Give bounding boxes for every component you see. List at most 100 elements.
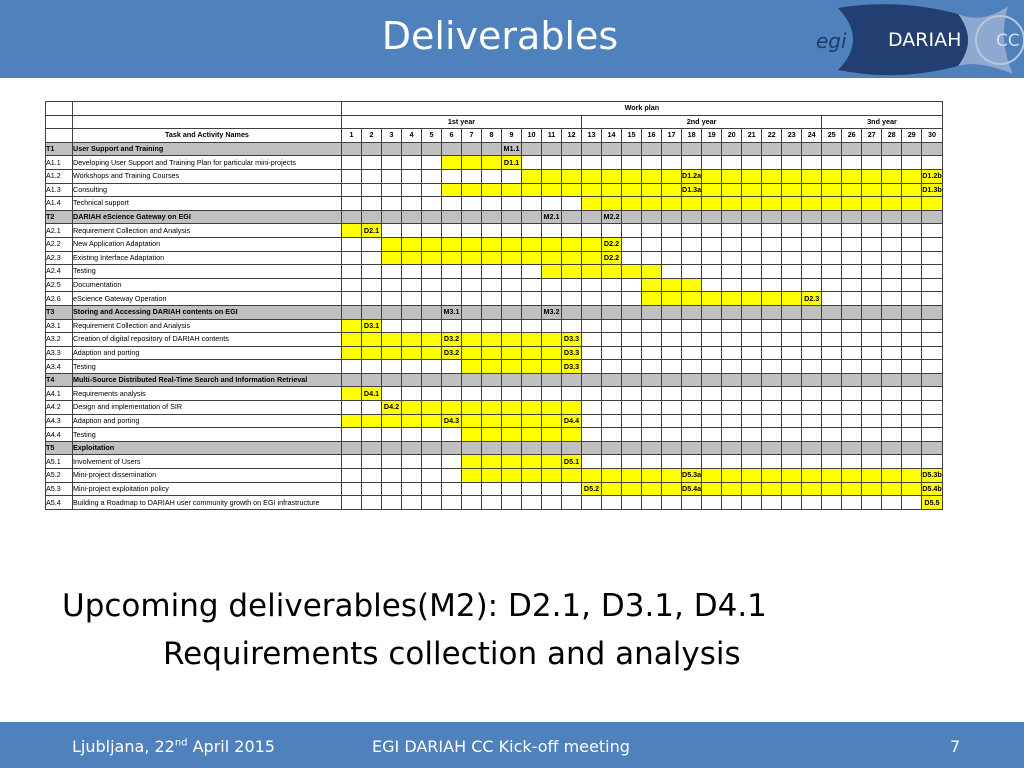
- month-cell: [601, 332, 622, 347]
- month-cell: [341, 277, 362, 293]
- month-cell: [501, 427, 522, 442]
- month-cell: [501, 345, 522, 361]
- month-cell: [680, 454, 703, 470]
- month-cell: [761, 332, 783, 347]
- month-cell: [621, 481, 642, 497]
- month-cell: [661, 141, 682, 157]
- month-cell: [741, 250, 763, 266]
- month-header: 16: [641, 128, 662, 143]
- month-cell: [881, 345, 903, 361]
- month-cell: [801, 372, 823, 388]
- month-cell: [581, 440, 602, 456]
- month-cell: [901, 400, 923, 415]
- slide-header: Deliverables egi DARIAH CC: [0, 0, 1024, 78]
- row-id: A3.4: [45, 359, 73, 374]
- month-cell: [581, 400, 602, 415]
- month-cell: [561, 168, 582, 184]
- month-cell: [680, 223, 703, 238]
- month-cell: [521, 495, 542, 510]
- month-cell: [701, 440, 723, 456]
- month-cell: [781, 440, 803, 456]
- month-cell: [401, 277, 422, 293]
- month-cell: [721, 291, 743, 306]
- month-cell: [581, 196, 602, 211]
- month-cell: [621, 413, 642, 429]
- month-cell: [381, 386, 402, 402]
- month-cell: [441, 196, 462, 211]
- month-cell: [521, 264, 542, 279]
- month-cell: [641, 155, 662, 170]
- month-cell: [521, 318, 542, 334]
- month-cell: [901, 427, 923, 442]
- activity-row: A2.6 eScience Gateway Operation D2.3: [45, 291, 943, 306]
- month-cell: [801, 318, 823, 334]
- row-id: A2.3: [45, 250, 73, 266]
- month-cell: [641, 400, 662, 415]
- month-cell: [401, 345, 422, 361]
- month-cell: [841, 359, 863, 374]
- month-cell: [781, 155, 803, 170]
- month-cell: [701, 277, 723, 293]
- milestone-label: D1.2b: [921, 168, 943, 184]
- month-cell: [781, 223, 803, 238]
- month-cell: [680, 359, 703, 374]
- month-cell: [441, 386, 462, 402]
- row-name: Storing and Accessing DARIAH contents on…: [72, 304, 342, 320]
- row-id: A4.1: [45, 386, 73, 402]
- month-cell: [680, 304, 703, 320]
- row-name: Building a Roadmap to DARIAH user commun…: [72, 495, 342, 510]
- month-cell: [881, 250, 903, 266]
- month-cell: [641, 454, 662, 470]
- month-cell: [601, 481, 622, 497]
- month-cell: [501, 386, 522, 402]
- month-cell: [801, 440, 823, 456]
- month-cell: [801, 236, 823, 252]
- month-cell: [601, 304, 622, 320]
- month-cell: [881, 223, 903, 238]
- month-header: 14: [601, 128, 622, 143]
- month-cell: [341, 400, 362, 415]
- month-cell: [601, 495, 622, 510]
- month-cell: [381, 155, 402, 170]
- year-header: 2nd year: [580, 114, 823, 130]
- month-header: 3: [381, 128, 402, 143]
- month-cell: [921, 264, 943, 279]
- month-cell: [801, 264, 823, 279]
- activity-row: A4.4 Testing: [45, 427, 943, 442]
- milestone-label: D1.3a: [680, 182, 703, 198]
- row-id: A1.2: [45, 168, 73, 184]
- month-cell: [601, 413, 622, 429]
- month-cell: [361, 454, 382, 470]
- month-cell: [621, 250, 642, 266]
- month-cell: [461, 332, 482, 347]
- month-cell: [401, 155, 422, 170]
- month-cell: [761, 141, 783, 157]
- month-cell: [581, 277, 602, 293]
- month-cell: [821, 209, 843, 225]
- month-cell: [401, 400, 422, 415]
- month-cell: [481, 386, 502, 402]
- month-cell: [441, 236, 462, 252]
- month-cell: [421, 291, 442, 306]
- empty-cell: [45, 128, 73, 143]
- month-cell: [621, 400, 642, 415]
- month-cell: [421, 141, 442, 157]
- month-cell: [821, 345, 843, 361]
- month-cell: [841, 155, 863, 170]
- month-cell: [541, 495, 562, 510]
- month-cell: [701, 182, 723, 198]
- row-name: Existing Interface Adaptation: [72, 250, 342, 266]
- month-cell: [901, 332, 923, 347]
- month-cell: [901, 223, 923, 238]
- month-cell: [741, 332, 763, 347]
- month-cell: [401, 209, 422, 225]
- month-cell: [341, 304, 362, 320]
- row-id: T3: [45, 304, 73, 320]
- month-cell: [781, 264, 803, 279]
- month-cell: [621, 168, 642, 184]
- month-cell: [661, 318, 682, 334]
- month-cell: [341, 318, 362, 334]
- month-cell: [381, 168, 402, 184]
- month-cell: [661, 168, 682, 184]
- month-cell: [461, 182, 482, 198]
